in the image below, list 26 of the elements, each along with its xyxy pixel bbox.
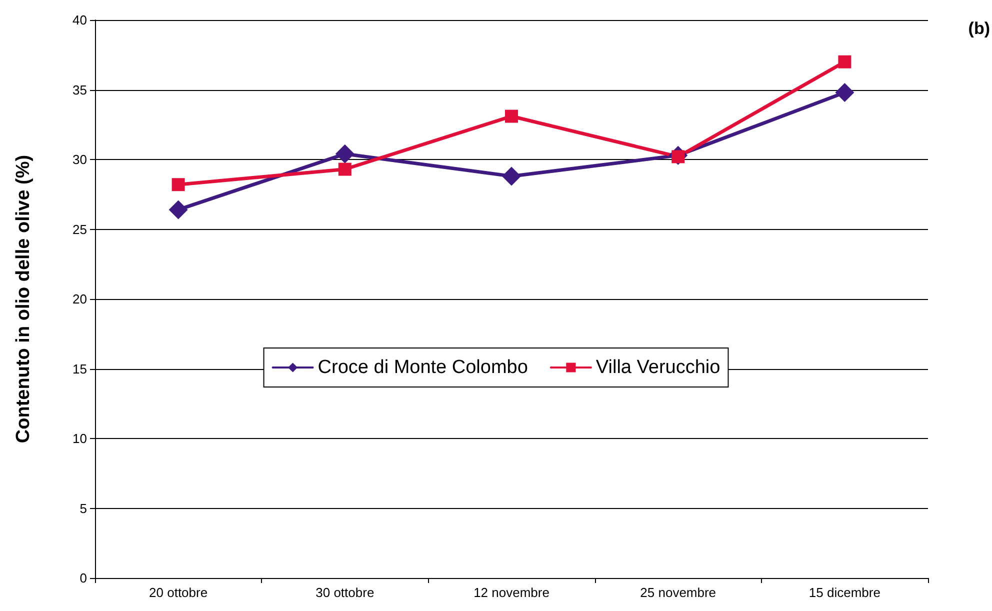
point [838, 55, 852, 68]
point [338, 162, 352, 176]
y-tick-label: 10 [72, 431, 87, 446]
point [335, 144, 354, 164]
x-tick-label: 15 dicembre [808, 585, 880, 600]
point [835, 83, 854, 102]
legend-label: Croce di Monte Colombo [318, 357, 528, 378]
y-tick-label: 40 [72, 12, 87, 28]
text: (b) [968, 19, 990, 38]
y-tick-label: 30 [72, 152, 87, 167]
point [168, 200, 188, 220]
y-tick-label: 5 [80, 500, 87, 516]
legend-label: Villa Verucchio [596, 357, 720, 378]
y-tick-label: 20 [72, 292, 87, 306]
x-tick-label: 20 ottobre [149, 585, 208, 600]
point [172, 178, 185, 192]
y-tick-label: 35 [72, 82, 87, 98]
x-tick-label: 25 novembre [640, 585, 716, 600]
y-tick-label: 25 [72, 222, 87, 237]
point [502, 166, 521, 186]
y-axis-title: Contenuto in olio delle olive (%) [13, 154, 34, 444]
y-tick-label: 0 [80, 570, 87, 586]
point [505, 110, 518, 123]
x-tick-label: 30 ottobre [316, 585, 374, 600]
y-tick-label: 15 [72, 361, 87, 376]
x-tick-label: 12 novembre [474, 585, 550, 600]
